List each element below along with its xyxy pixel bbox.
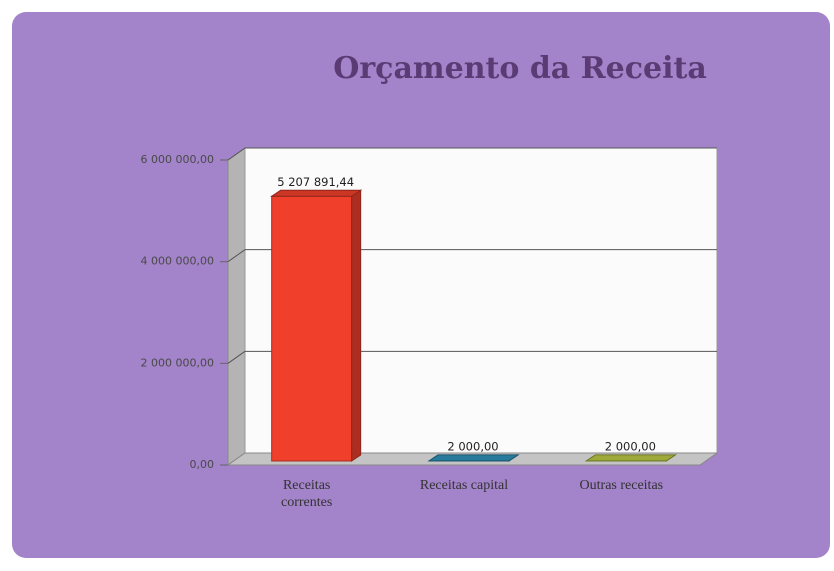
x-tick-label: Outras receitas <box>579 478 664 493</box>
value-label: 2 000,00 <box>605 439 656 453</box>
grid-line <box>227 249 246 263</box>
y-tick-label: 6 000 000,00 <box>141 153 214 166</box>
bar-top <box>584 454 677 462</box>
bar-top <box>427 454 520 462</box>
x-tick-label: Receitas capital <box>419 478 509 493</box>
bar-top <box>270 189 363 197</box>
grid-line <box>227 147 246 161</box>
left-wall <box>227 147 246 466</box>
x-tick-label-box: Receitas capital <box>419 478 509 493</box>
bar-front <box>271 195 353 462</box>
value-label: 2 000,00 <box>447 439 498 453</box>
y-tick-label: 4 000 000,00 <box>141 255 214 268</box>
bar-side <box>351 189 362 462</box>
chart-title: Orçamento da Receita <box>333 51 707 86</box>
x-tick-label-box: Receitas correntes <box>281 478 333 510</box>
x-tick-label: Receitas correntes <box>281 478 333 510</box>
grid-line <box>227 350 246 364</box>
y-tick-label: 0,00 <box>190 458 215 471</box>
value-label: 5 207 891,44 <box>277 175 354 189</box>
y-tick-label: 2 000 000,00 <box>141 356 214 369</box>
x-tick-label-box: Outras receitas <box>579 478 664 493</box>
